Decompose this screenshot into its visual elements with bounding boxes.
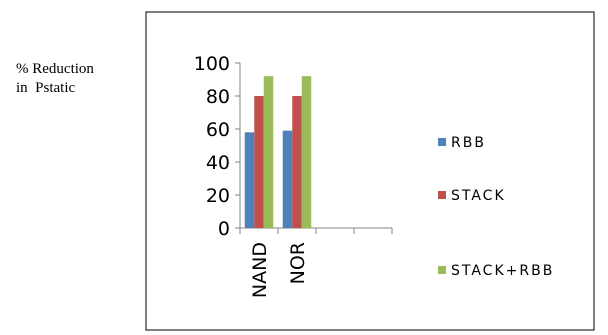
y-tick-label: 60 xyxy=(206,119,230,141)
chart-frame xyxy=(145,11,595,331)
legend-label: STACK xyxy=(451,188,506,204)
legend-swatch xyxy=(438,266,446,274)
y-axis-label-line2: in Pstatic xyxy=(16,80,76,96)
y-tick-label: 100 xyxy=(194,53,230,75)
y-tick-label: 80 xyxy=(206,86,230,108)
bar-rbb xyxy=(244,132,255,228)
bar-rbb xyxy=(282,130,293,228)
y-tick-label: 40 xyxy=(206,152,230,174)
y-tick-label: 20 xyxy=(206,185,230,207)
x-category-label: NOR xyxy=(287,242,309,284)
y-axis-label: % Reduction in Pstatic xyxy=(16,60,94,98)
x-category-label: NAND xyxy=(249,242,271,298)
legend-label: STACK+RBB xyxy=(451,263,554,279)
bar-stack xyxy=(254,96,264,228)
bar-stack-rbb xyxy=(263,76,274,228)
y-tick-label: 0 xyxy=(218,218,230,240)
bar-stack-rbb xyxy=(301,76,312,228)
legend-label: RBB xyxy=(451,135,486,151)
y-axis-label-line1: % Reduction xyxy=(16,61,94,77)
bar-stack xyxy=(292,96,302,228)
legend-swatch xyxy=(438,138,446,146)
plot-area: 0 20 40 60 80 100 NAND NOR xyxy=(194,53,393,298)
legend-swatch xyxy=(438,191,446,199)
legend: RBB STACK STACK+RBB xyxy=(438,135,554,279)
